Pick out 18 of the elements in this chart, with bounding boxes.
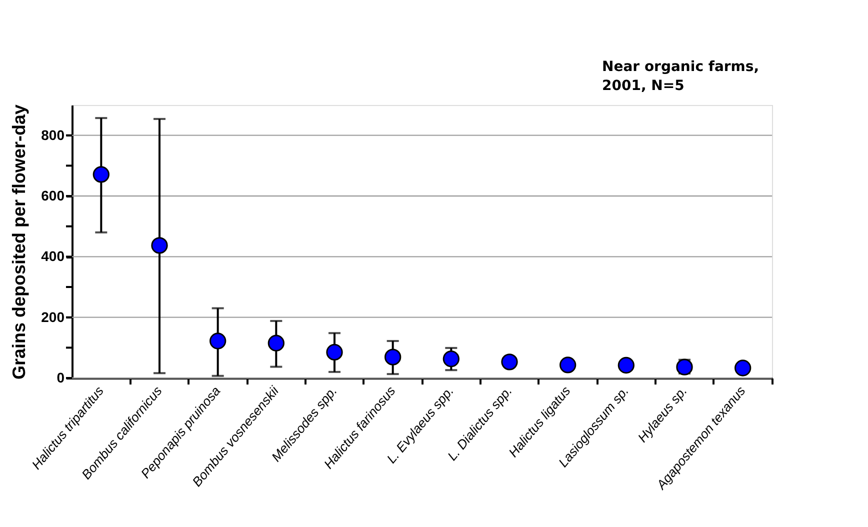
point <box>151 237 168 254</box>
point <box>268 334 284 352</box>
point <box>326 344 343 361</box>
text: Near organic farms, 2001, N=5 <box>602 59 760 94</box>
y-tick-label: 800 <box>41 126 65 143</box>
point <box>442 350 460 368</box>
point <box>560 356 576 374</box>
point <box>92 166 110 183</box>
y-tick-label: 200 <box>41 308 65 325</box>
point <box>210 332 226 350</box>
point <box>501 354 518 370</box>
y-tick-label: 600 <box>41 188 65 204</box>
point <box>618 356 634 374</box>
y-axis-title: Grains deposited per flower-day <box>9 104 30 380</box>
y-tick-label: 0 <box>56 370 65 386</box>
point <box>384 348 402 366</box>
point <box>734 360 752 376</box>
y-tick-label: 400 <box>41 248 65 264</box>
